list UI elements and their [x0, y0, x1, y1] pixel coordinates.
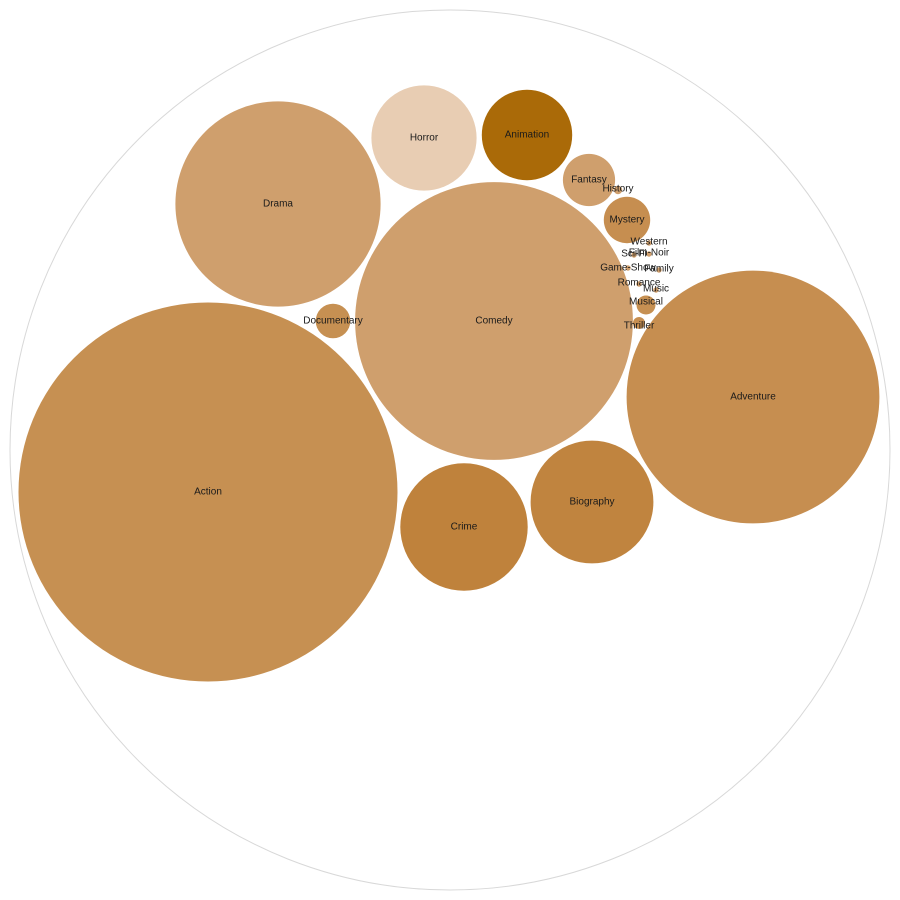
outer-ring	[9, 9, 891, 891]
bubble-animation[interactable]	[481, 89, 573, 181]
bubble-crime[interactable]	[400, 463, 528, 591]
bubble-western[interactable]	[646, 240, 652, 246]
bubbles-group	[18, 85, 880, 682]
bubble-mystery[interactable]	[603, 196, 651, 244]
bubble-game-show[interactable]	[625, 265, 631, 271]
bubble-history[interactable]	[613, 185, 623, 195]
bubble-music[interactable]	[653, 287, 659, 293]
bubble-horror[interactable]	[371, 85, 477, 191]
bubble-fantasy[interactable]	[562, 153, 616, 207]
bubble-musical[interactable]	[636, 295, 656, 315]
bubble-romance[interactable]	[636, 281, 642, 287]
bubble-biography[interactable]	[530, 440, 654, 564]
bubble-comedy[interactable]	[355, 182, 633, 460]
bubble-thriller[interactable]	[633, 317, 645, 329]
bubble-drama[interactable]	[175, 101, 381, 307]
bubble-family[interactable]	[656, 267, 662, 273]
bubble-documentary[interactable]	[315, 303, 351, 339]
bubble-adventure[interactable]	[626, 270, 880, 524]
bubble-action[interactable]	[18, 302, 398, 682]
bubble-sci-fi[interactable]	[631, 252, 637, 258]
bubble-film-noir[interactable]	[646, 251, 652, 257]
